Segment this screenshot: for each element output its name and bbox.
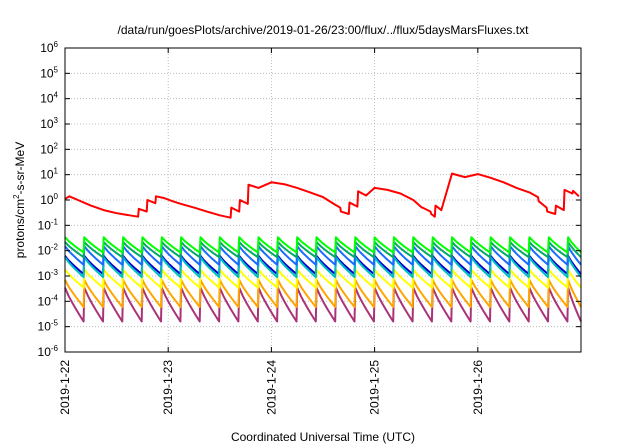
- series-line-3: [64, 245, 582, 266]
- y-axis-label-sup: 2: [12, 194, 21, 199]
- y-tick-label: 103: [40, 116, 58, 131]
- chart-title: /data/run/goesPlots/archive/2019-01-26/2…: [118, 23, 530, 37]
- y-tick-label: 10-6: [38, 344, 59, 359]
- series-line-2: [64, 241, 582, 259]
- y-tick-label: 10-1: [38, 217, 59, 232]
- series-line-4: [64, 256, 582, 279]
- y-tick-label: 10-5: [38, 319, 59, 334]
- y-tick-label: 10-2: [38, 243, 59, 258]
- y-tick-label: 10-3: [38, 268, 59, 283]
- x-tick-label: 2019-1-23: [161, 360, 175, 415]
- series-line-8: [64, 286, 582, 323]
- series-line-5: [64, 254, 582, 275]
- x-tick-label: 2019-1-24: [264, 360, 278, 415]
- y-tick-label: 102: [40, 141, 58, 156]
- y-axis-label-base: protons/cm: [13, 199, 27, 258]
- svg-text:protons/cm2-s-sr-MeV: protons/cm2-s-sr-MeV: [12, 142, 27, 258]
- x-tick-label: 2019-1-26: [471, 360, 485, 415]
- y-tick-label: 104: [40, 91, 58, 106]
- x-axis-label: Coordinated Universal Time (UTC): [231, 430, 415, 444]
- series-line-0: [64, 172, 580, 219]
- series-layer: [64, 172, 582, 323]
- y-tick-label: 105: [40, 65, 58, 80]
- y-tick-label: 100: [40, 192, 58, 207]
- axis-ticks: 10-6 10-5 10-4 10-3 10-2 10-1 100 101 102 103 104 1…: [38, 40, 581, 415]
- y-tick-label: 10-4: [38, 293, 59, 308]
- series-line-7: [64, 278, 582, 308]
- series-line-6: [64, 268, 582, 289]
- x-tick-label: 2019-1-22: [58, 360, 72, 415]
- y-axis-label: protons/cm2-s-sr-MeV: [12, 142, 27, 258]
- x-tick-label: 2019-1-25: [368, 360, 382, 415]
- y-tick-label: 106: [40, 40, 58, 55]
- y-tick-label: 101: [40, 167, 58, 182]
- y-axis-label-rest: -s-sr-MeV: [13, 142, 27, 195]
- series-line-1: [64, 236, 582, 254]
